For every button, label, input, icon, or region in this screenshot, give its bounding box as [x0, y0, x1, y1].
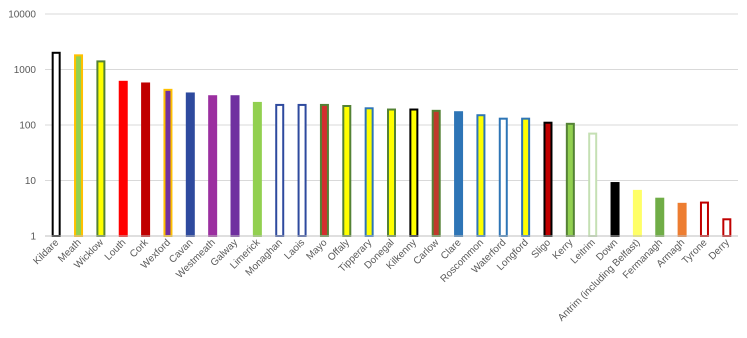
x-tick-label: Carlow: [412, 237, 442, 267]
bar-carlow: [431, 109, 441, 237]
bar-kilkenny: [409, 108, 419, 237]
bar-limerick: [252, 101, 262, 237]
bars: [51, 51, 732, 238]
bar-fermanagh: [655, 197, 665, 237]
bar-laois: [297, 103, 307, 237]
bar-meath: [74, 54, 84, 237]
bar-roscommon: [476, 114, 486, 237]
x-tick-label: Leitrim: [569, 237, 598, 266]
x-tick-label: Kildare: [32, 237, 62, 267]
bar-donegal: [387, 108, 396, 237]
bar-sligo: [543, 121, 553, 237]
bar-derry: [722, 218, 732, 237]
bar-westmeath: [208, 95, 218, 237]
bar-mayo: [319, 103, 329, 237]
bar-cavan: [185, 92, 195, 238]
y-tick-label: 100: [19, 121, 36, 132]
y-tick-label: 10: [25, 176, 37, 187]
y-tick-label: 1000: [14, 65, 37, 76]
y-tick-label: 10000: [8, 10, 36, 21]
bar-wexford: [163, 88, 173, 237]
x-tick-label: Tyrone: [680, 237, 710, 267]
bar-tyrone: [699, 201, 709, 237]
bar-longford: [521, 117, 531, 237]
bar-down: [610, 182, 620, 237]
x-tick-label: Derry: [707, 237, 732, 262]
bar-wicklow: [96, 60, 106, 237]
bar-antrim-including-belfast: [632, 189, 642, 238]
bar-louth: [118, 80, 128, 237]
bar-kildare: [51, 51, 61, 238]
bar-tipperary: [364, 107, 374, 237]
bar-waterford: [498, 117, 508, 237]
bar-galway: [230, 95, 240, 237]
bar-leitrim: [588, 132, 598, 237]
bar-clare: [454, 111, 464, 237]
bar-monaghan: [275, 103, 285, 237]
x-tick-label: Laois: [283, 237, 308, 262]
x-tick-label: Mayo: [304, 237, 329, 262]
bar-armagh: [677, 202, 687, 237]
bar-kerry: [565, 122, 575, 237]
y-axis-ticks: 1 10 100 1000 10000: [8, 10, 36, 243]
bar-cork: [141, 82, 151, 237]
y-tick-label: 1: [30, 232, 36, 243]
bar-offaly: [342, 104, 352, 237]
x-tick-label: Louth: [103, 237, 128, 262]
x-tick-label: Sligo: [530, 237, 554, 261]
